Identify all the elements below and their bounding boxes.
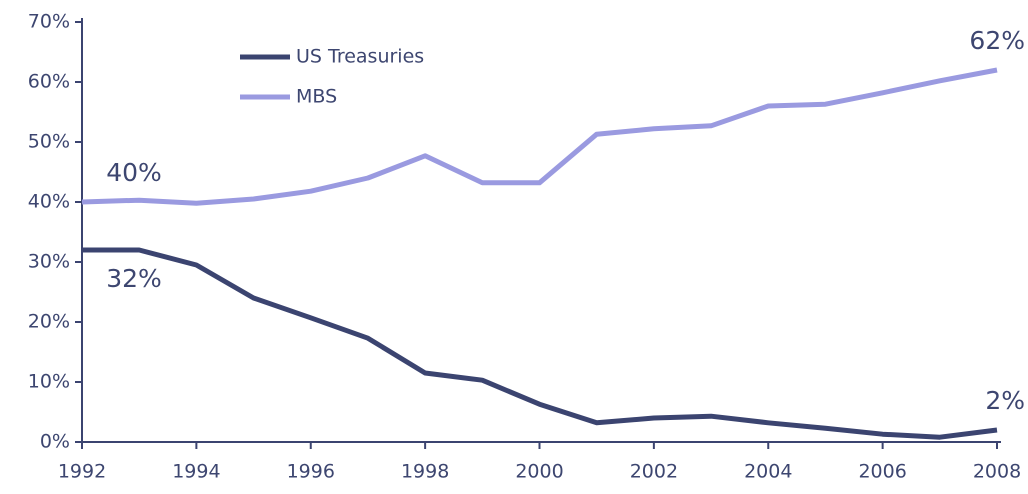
x-tick-label: 1992 [58,461,106,483]
x-tick-label: 2008 [973,461,1021,483]
value-label: 2% [985,386,1025,415]
x-tick-label: 1994 [172,461,220,483]
x-tick-label: 1996 [287,461,335,483]
y-tick-label: 50% [28,131,70,153]
x-tick-label: 2004 [744,461,792,483]
y-tick-label: 60% [28,71,70,93]
y-tick-label: 0% [40,431,70,453]
x-tick-label: 2002 [630,461,678,483]
series-line [82,247,998,440]
value-label: 40% [106,158,162,187]
x-tick-label: 2006 [858,461,906,483]
legend-label: MBS [296,86,337,108]
x-tick-label: 1998 [401,461,449,483]
y-tick-label: 10% [28,371,70,393]
series-line [81,67,998,206]
x-tick-label: 2000 [515,461,563,483]
y-tick-label: 40% [28,191,70,213]
legend-label: US Treasuries [296,46,424,68]
y-tick-label: 30% [28,251,70,273]
y-tick-label: 70% [28,11,70,33]
y-tick-label: 20% [28,311,70,333]
value-label: 62% [969,26,1025,55]
value-label: 32% [106,264,162,293]
